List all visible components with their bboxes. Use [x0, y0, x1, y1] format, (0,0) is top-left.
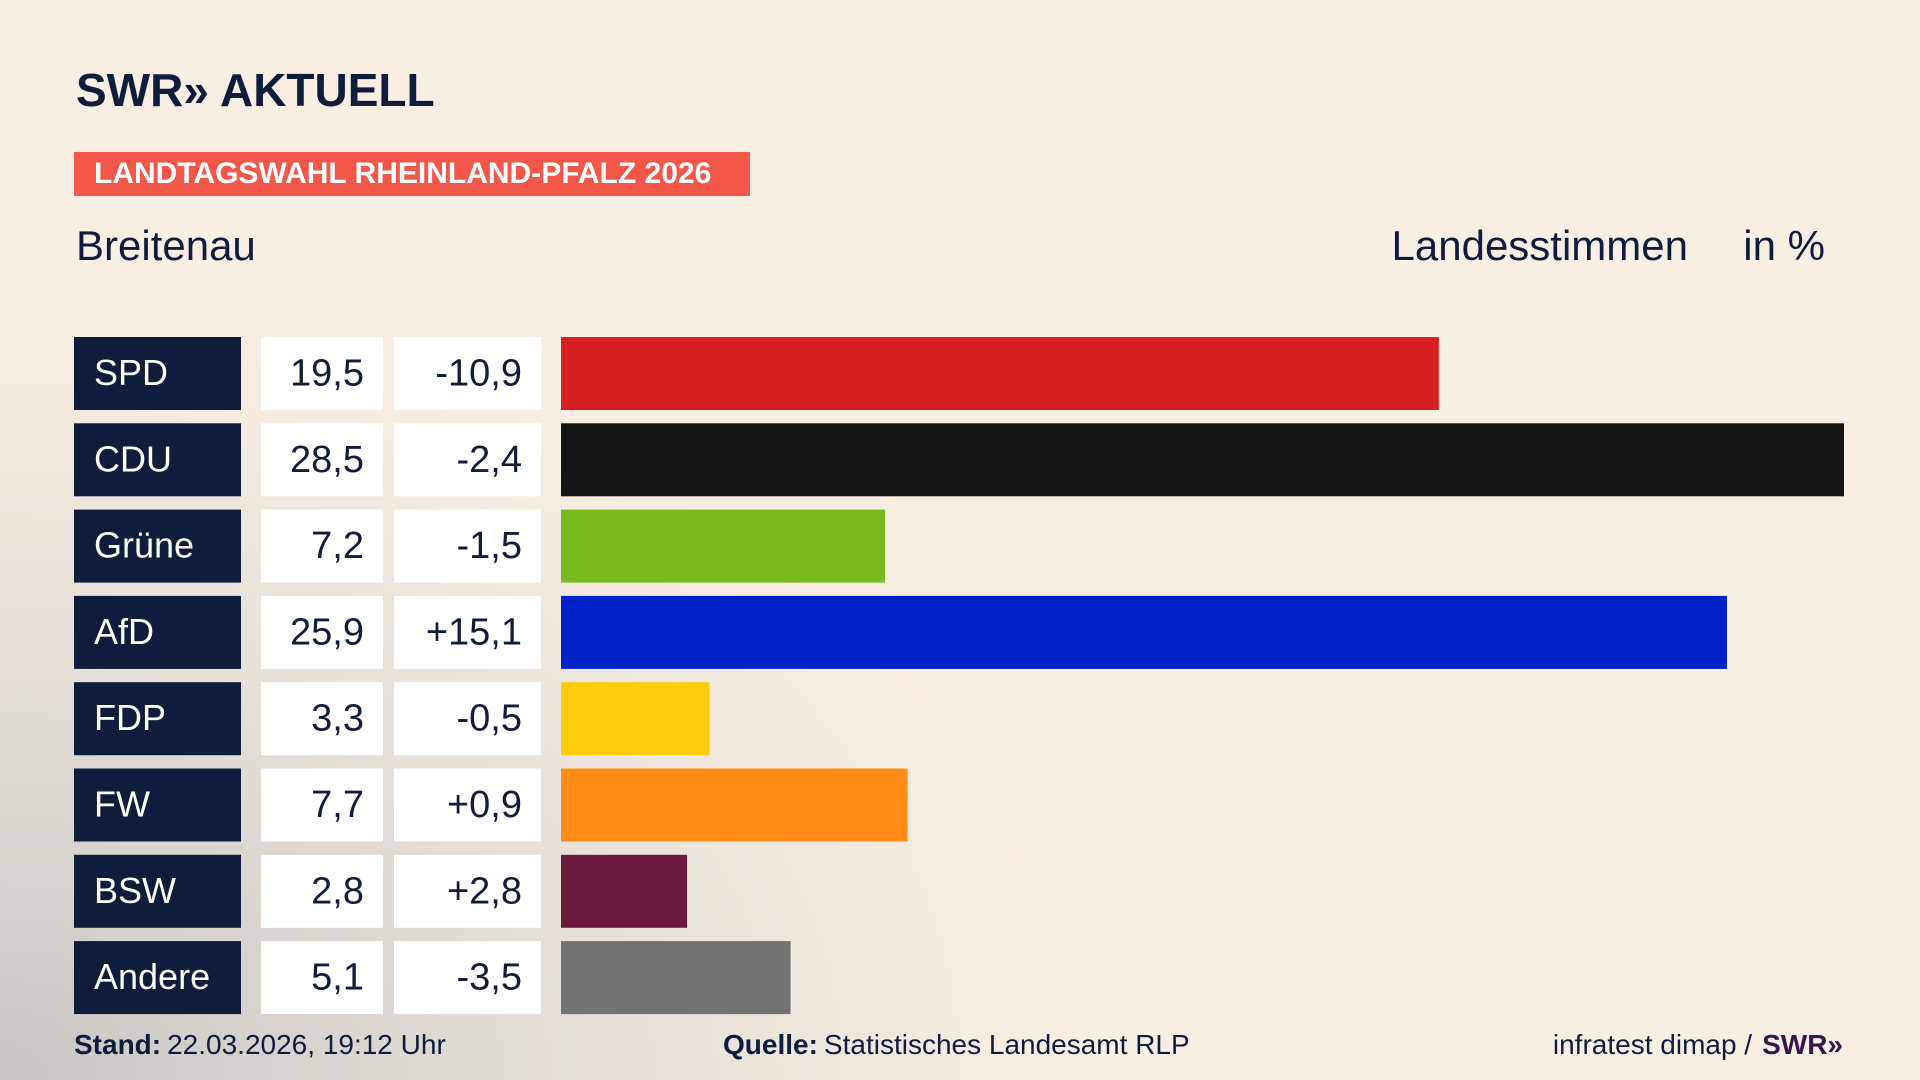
value-label: 3,3 [311, 698, 364, 740]
value-label: 2,8 [311, 870, 364, 912]
source-label: Quelle: [723, 1029, 818, 1060]
value-box [261, 854, 383, 928]
change-label: -0,5 [457, 698, 522, 740]
value-box [261, 337, 383, 410]
party-label: FW [94, 784, 150, 825]
credit-text: infratest dimap / [1553, 1029, 1752, 1060]
value-label: 19,5 [290, 353, 364, 395]
bar [561, 595, 1727, 669]
unit: in % [1743, 222, 1825, 269]
title-tag [74, 152, 750, 196]
bar [561, 509, 886, 583]
value-title: Landesstimmen [1392, 222, 1688, 269]
party-box [74, 595, 241, 669]
bar [561, 768, 908, 842]
change-box [394, 854, 541, 928]
credit: infratest dimap / SWR» [1553, 1029, 1843, 1060]
change-label: +15,1 [426, 611, 522, 653]
change-box [394, 509, 541, 583]
value-label: 7,7 [311, 784, 364, 826]
subtitle: Breitenau [76, 222, 256, 269]
party-box [74, 509, 241, 583]
bar [561, 682, 710, 756]
change-box [394, 682, 541, 756]
party-label: AfD [94, 611, 154, 652]
credit-logo: SWR» [1762, 1029, 1843, 1060]
change-box [394, 595, 541, 669]
value-label: 5,1 [311, 957, 364, 999]
party-label: CDU [94, 438, 172, 479]
value-label: 25,9 [290, 611, 364, 653]
party-label: Grüne [94, 525, 194, 566]
party-box [74, 768, 241, 842]
value-box [261, 509, 383, 583]
party-label: FDP [94, 697, 166, 738]
change-label: +0,9 [447, 784, 522, 826]
value-box [261, 941, 383, 1015]
value-box [261, 682, 383, 756]
bar [561, 423, 1844, 497]
change-label: -2,4 [457, 439, 522, 481]
party-label: BSW [94, 870, 176, 911]
party-label: Andere [94, 956, 210, 997]
stand-label: Stand: [74, 1029, 161, 1060]
bar [561, 337, 1439, 410]
bar [561, 941, 791, 1015]
party-box [74, 682, 241, 756]
stand-value: 22.03.2026, 19:12 Uhr [167, 1029, 446, 1060]
party-box [74, 423, 241, 497]
party-box [74, 854, 241, 928]
logo: SWR» AKTUELL [76, 64, 435, 116]
value-box [261, 423, 383, 497]
party-label: SPD [94, 352, 168, 393]
value-label: 28,5 [290, 439, 364, 481]
change-label: -3,5 [457, 957, 522, 999]
change-label: -1,5 [457, 525, 522, 567]
chart-title: LANDTAGSWAHL RHEINLAND-PFALZ 2026 [94, 157, 711, 190]
bar [561, 854, 688, 928]
change-box [394, 423, 541, 497]
source: Quelle: Statistisches Landesamt RLP [723, 1029, 1190, 1060]
source-value: Statistisches Landesamt RLP [824, 1029, 1190, 1060]
stand: Stand: 22.03.2026, 19:12 Uhr [74, 1029, 446, 1060]
value-box [261, 595, 383, 669]
change-box [394, 768, 541, 842]
party-box [74, 941, 241, 1015]
change-label: +2,8 [447, 870, 522, 912]
change-box [394, 337, 541, 410]
value-box [261, 768, 383, 842]
change-box [394, 941, 541, 1015]
change-label: -10,9 [435, 353, 522, 395]
party-box [74, 337, 241, 410]
value-label: 7,2 [311, 525, 364, 567]
